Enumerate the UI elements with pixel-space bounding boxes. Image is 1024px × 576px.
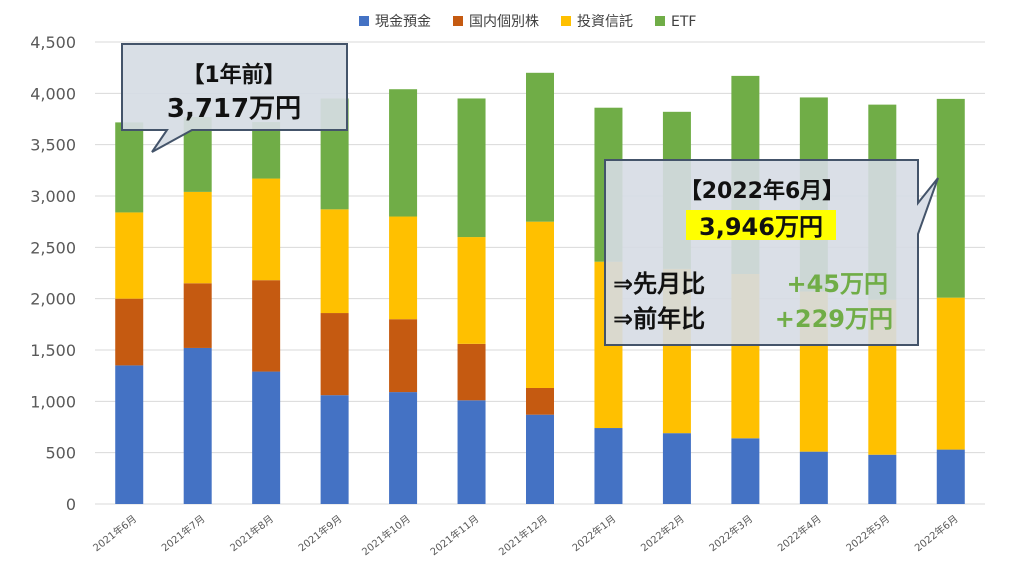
bar-segment bbox=[526, 387, 554, 415]
y-tick-label: 3,500 bbox=[30, 136, 76, 155]
bar-segment bbox=[183, 191, 212, 284]
bar-segment bbox=[731, 438, 760, 504]
bar-segment bbox=[457, 98, 486, 238]
bar-segment bbox=[389, 216, 418, 320]
bar-segment bbox=[115, 122, 144, 213]
legend-swatch bbox=[453, 16, 463, 26]
callout-current-value: 3,946万円 bbox=[699, 213, 823, 241]
y-tick-label: 3,000 bbox=[30, 187, 76, 206]
bar-segment bbox=[252, 371, 281, 504]
y-tick-label: 2,500 bbox=[30, 238, 76, 257]
bar-segment bbox=[115, 298, 144, 366]
bar-segment bbox=[868, 454, 897, 504]
bar-segment bbox=[936, 297, 965, 450]
callout-year-ago-title: 【1年前】 bbox=[182, 62, 285, 88]
x-tick-label: 2021年7月 bbox=[159, 512, 208, 554]
callout-current: 【2022年6月】 3,946万円 ⇒先月比 +45万円 ⇒前年比 +229万円 bbox=[604, 159, 939, 346]
bar-segment bbox=[183, 283, 212, 348]
bar-segment bbox=[799, 451, 828, 504]
legend: 現金預金 国内個別株 投資信託 ETF bbox=[359, 14, 696, 30]
bar-segment bbox=[183, 347, 212, 504]
bar-segment bbox=[320, 395, 349, 504]
callout-mom-value: +45万円 bbox=[786, 270, 888, 298]
bar-segment bbox=[252, 178, 281, 281]
callout-mom-label: ⇒先月比 bbox=[613, 270, 705, 298]
callout-yoy-label: ⇒前年比 bbox=[613, 305, 705, 333]
x-tick-label: 2021年10月 bbox=[359, 512, 413, 558]
x-tick-label: 2022年2月 bbox=[638, 512, 687, 554]
callout-yoy-value: +229万円 bbox=[775, 305, 893, 333]
bar-segment bbox=[457, 400, 486, 504]
y-tick-label: 2,000 bbox=[30, 290, 76, 309]
legend-swatch bbox=[359, 16, 369, 26]
bar-segment bbox=[526, 221, 554, 388]
x-tick-label: 2021年11月 bbox=[428, 512, 482, 558]
y-tick-label: 4,500 bbox=[30, 33, 76, 52]
x-tick-label: 2022年1月 bbox=[569, 512, 618, 554]
callout-current-title: 【2022年6月】 bbox=[680, 178, 845, 204]
legend-label: 投資信託 bbox=[577, 14, 633, 30]
bar-segment bbox=[526, 414, 554, 504]
legend-label: 現金預金 bbox=[375, 14, 431, 30]
bar-segment bbox=[389, 319, 418, 393]
callout-current-value-highlight bbox=[686, 210, 836, 240]
legend-label: ETF bbox=[671, 14, 696, 30]
bar-segment bbox=[389, 89, 418, 217]
bar-segment bbox=[252, 280, 281, 372]
bar-segment bbox=[320, 209, 349, 314]
x-tick-label: 2021年12月 bbox=[496, 512, 550, 558]
bar-segment bbox=[252, 122, 281, 179]
x-tick-label: 2022年5月 bbox=[843, 512, 892, 554]
y-tick-label: 4,000 bbox=[30, 84, 76, 103]
callout-year-ago: 【1年前】 3,717万円 bbox=[121, 43, 348, 153]
legend-swatch bbox=[655, 16, 665, 26]
y-tick-label: 1,500 bbox=[30, 341, 76, 360]
bar-segment bbox=[526, 72, 554, 222]
y-axis: 0 500 1,000 1,500 2,000 2,500 3,000 3,500 4,000 4… bbox=[30, 33, 76, 514]
x-tick-label: 2021年8月 bbox=[227, 512, 276, 554]
y-tick-label: 500 bbox=[45, 444, 76, 463]
x-tick-label: 2021年6月 bbox=[90, 512, 139, 554]
bar-segment bbox=[936, 98, 965, 298]
bar-segment bbox=[389, 392, 418, 504]
x-tick-label: 2021年9月 bbox=[296, 512, 345, 554]
legend-swatch bbox=[561, 16, 571, 26]
bar-segment bbox=[320, 313, 349, 396]
y-tick-label: 1,000 bbox=[30, 392, 76, 411]
bar-segment bbox=[457, 237, 486, 344]
y-tick-label: 0 bbox=[66, 495, 76, 514]
x-axis: 2021年6月 2021年7月 2021年8月 2021年9月 2021年10月 2021… bbox=[90, 512, 960, 558]
bar-segment bbox=[936, 449, 965, 504]
callout-year-ago-value: 3,717万円 bbox=[167, 94, 301, 124]
bar-segment bbox=[115, 212, 144, 299]
bar-segment bbox=[662, 433, 691, 504]
x-tick-label: 2022年4月 bbox=[775, 512, 824, 554]
x-tick-label: 2022年3月 bbox=[706, 512, 755, 554]
bar-segment bbox=[457, 343, 486, 401]
x-tick-label: 2022年6月 bbox=[912, 512, 961, 554]
bar-segment bbox=[115, 365, 144, 504]
legend-label: 国内個別株 bbox=[469, 14, 539, 30]
bar-segment bbox=[594, 428, 623, 504]
